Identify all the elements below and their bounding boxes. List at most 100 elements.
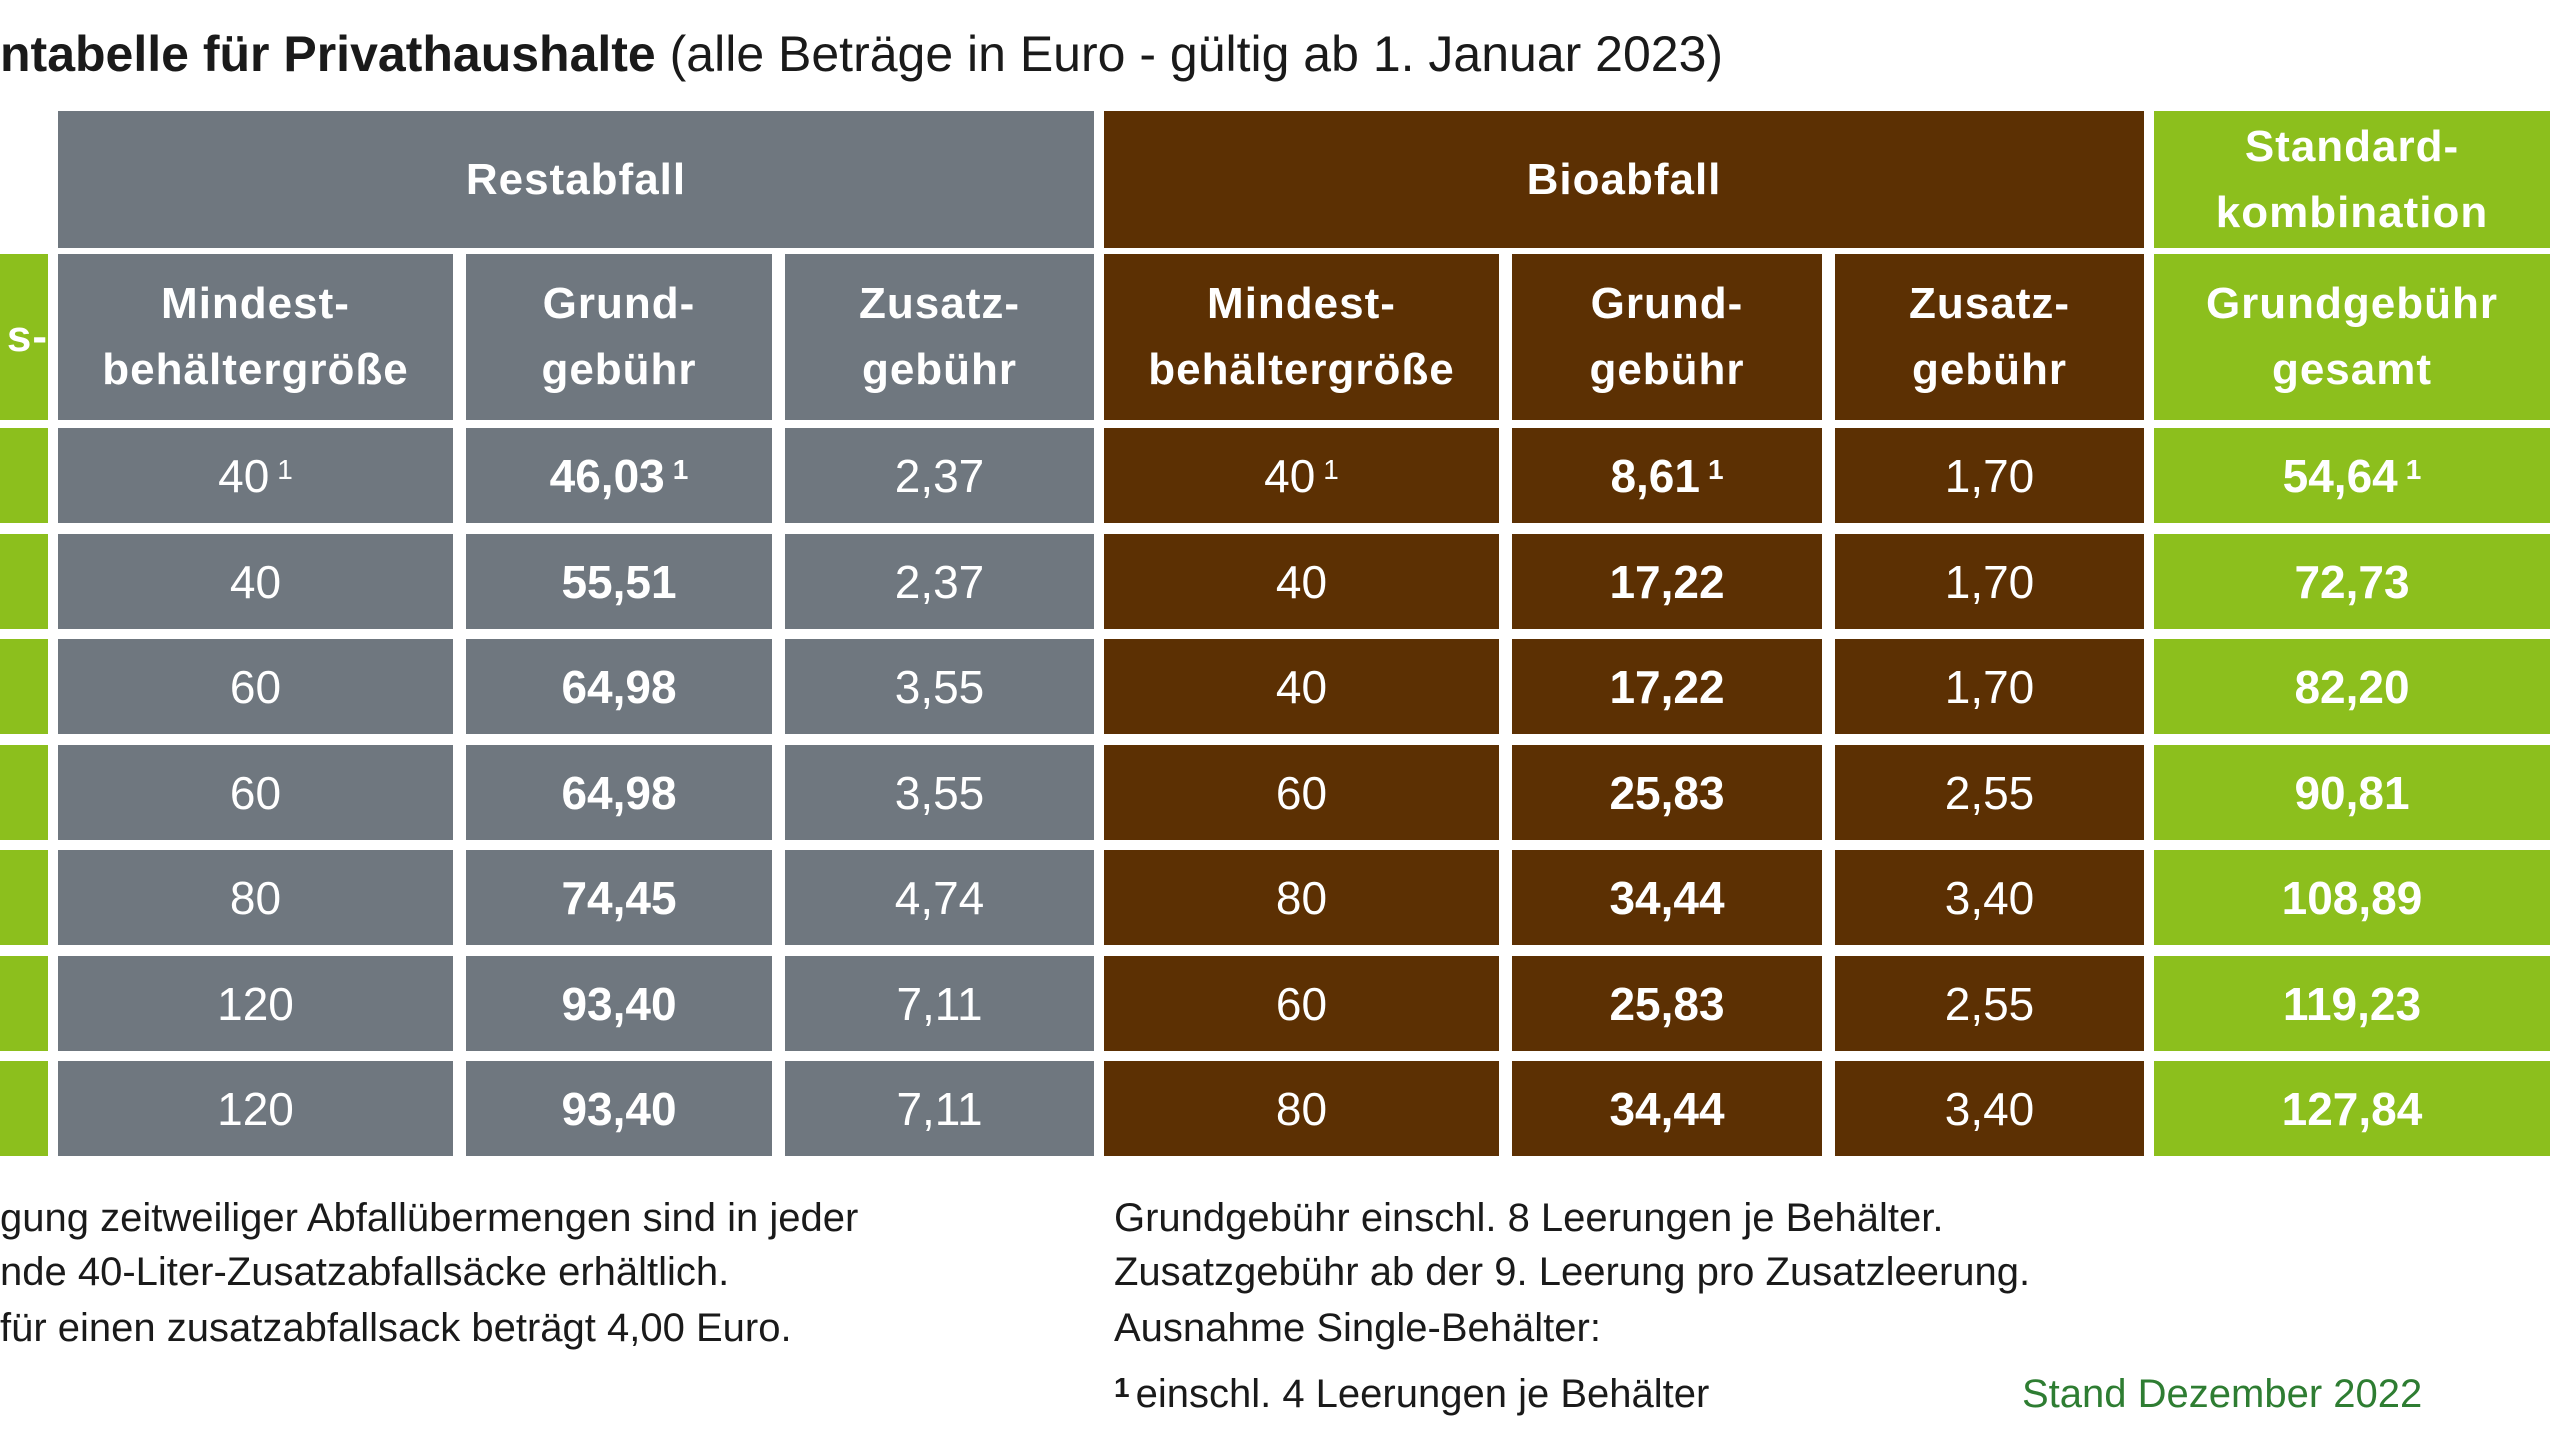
bioabfall-header: Bioabfall — [1104, 111, 2144, 248]
note-left-2: nde 40-Liter-Zusatzabfallsäcke erhältlic… — [0, 1250, 730, 1294]
cell-value: 64,98 — [561, 766, 677, 819]
footnote-marker: 1 — [1707, 453, 1724, 485]
bio-min-header: Mindest- behältergröße — [1104, 254, 1499, 420]
title-bold: ntabelle für Privathaushalte — [0, 26, 656, 82]
cell-value: 93,40 — [561, 1082, 677, 1135]
cell-bio-grund: 25,83 — [1512, 956, 1822, 1051]
cell-value: 3,55 — [894, 766, 985, 819]
cell-value: 34,44 — [1609, 1082, 1725, 1135]
cell-rest-zus: 3,55 — [785, 639, 1094, 734]
cell-std: 108,89 — [2154, 850, 2550, 945]
bio-grund-line2: gebühr — [1589, 345, 1745, 394]
cell-std: 127,84 — [2154, 1061, 2550, 1156]
cell-bio-zus: 2,55 — [1835, 956, 2144, 1051]
cell-value: 55,51 — [561, 555, 677, 608]
cell-value: 108,89 — [2281, 871, 2423, 924]
note-left-1: gung zeitweiliger Abfallübermengen sind … — [0, 1196, 859, 1240]
bio-min-line2: behältergröße — [1148, 345, 1455, 394]
cell-bio-min: 60 — [1104, 956, 1499, 1051]
cell-bio-min: 80 — [1104, 1061, 1499, 1156]
cell-rest-zus: 3,55 — [785, 745, 1094, 840]
cell-value: 80 — [1275, 1082, 1328, 1135]
stand-date: Stand Dezember 2022 — [2022, 1372, 2423, 1416]
left-partial-cell — [0, 534, 48, 629]
cell-std: 90,81 — [2154, 745, 2550, 840]
cell-bio-grund: 25,83 — [1512, 745, 1822, 840]
note-right-3: Ausnahme Single-Behälter: — [1114, 1306, 1601, 1350]
cell-value: 64,98 — [561, 660, 677, 713]
footnote-marker: 1 — [2405, 453, 2422, 485]
cell-value: 60 — [1275, 766, 1328, 819]
cell-bio-min: 40 — [1104, 639, 1499, 734]
rest-zus-header: Zusatz- gebühr — [785, 254, 1094, 420]
rest-grund-line2: gebühr — [541, 345, 697, 394]
std-line1: Grundgebühr — [2205, 279, 2499, 328]
cell-value: 40 — [1264, 449, 1316, 502]
left-partial-column-header: s- — [0, 254, 48, 420]
footnote-marker: 1 — [672, 453, 689, 485]
cell-rest-min: 80 — [58, 850, 453, 945]
restabfall-label: Restabfall — [465, 154, 687, 204]
cell-bio-zus: 1,70 — [1835, 639, 2144, 734]
rest-grund-header: Grund- gebühr — [466, 254, 772, 420]
cell-value: 60 — [229, 766, 282, 819]
cell-value: 40 — [1275, 555, 1328, 608]
cell-rest-zus: 2,37 — [785, 428, 1094, 523]
cell-rest-min: 120 — [58, 1061, 453, 1156]
cell-rest-grund: 46,03 1 — [466, 428, 772, 523]
page-title: ntabelle für Privathaushalte (alle Beträ… — [0, 24, 1723, 84]
cell-value: 3,55 — [894, 660, 985, 713]
left-partial-cell — [0, 956, 48, 1051]
cell-bio-grund: 34,44 — [1512, 1061, 1822, 1156]
left-partial-cell — [0, 850, 48, 945]
cell-value: 40 — [218, 449, 270, 502]
cell-std: 119,23 — [2154, 956, 2550, 1051]
cell-std: 54,64 1 — [2154, 428, 2550, 523]
bio-min-line1: Mindest- — [1207, 279, 1396, 328]
cell-bio-min: 40 — [1104, 534, 1499, 629]
cell-rest-min: 120 — [58, 956, 453, 1051]
standardkombination-header: Standard- kombination — [2154, 111, 2550, 248]
cell-bio-min: 80 — [1104, 850, 1499, 945]
cell-rest-grund: 64,98 — [466, 745, 772, 840]
cell-value: 120 — [217, 1082, 294, 1135]
cell-rest-grund: 74,45 — [466, 850, 772, 945]
cell-value: 40 — [1275, 660, 1328, 713]
cell-value: 7,11 — [896, 977, 983, 1030]
rest-min-line2: behältergröße — [102, 345, 409, 394]
cell-value: 17,22 — [1609, 660, 1725, 713]
bio-zus-line1: Zusatz- — [1909, 279, 2070, 328]
rest-min-header: Mindest- behältergröße — [58, 254, 453, 420]
cell-value: 54,64 — [2282, 449, 2398, 502]
cell-rest-grund: 55,51 — [466, 534, 772, 629]
cell-value: 72,73 — [2294, 555, 2410, 608]
cell-value: 8,61 — [1610, 449, 1700, 502]
note-right-1: Grundgebühr einschl. 8 Leerungen je Behä… — [1114, 1196, 1944, 1240]
cell-value: 60 — [1275, 977, 1328, 1030]
cell-bio-grund: 8,61 1 — [1512, 428, 1822, 523]
cell-value: 25,83 — [1609, 977, 1725, 1030]
cell-value: 25,83 — [1609, 766, 1725, 819]
cell-bio-zus: 1,70 — [1835, 428, 2144, 523]
cell-value: 40 — [229, 555, 282, 608]
cell-value: 7,11 — [896, 1082, 983, 1135]
cell-value: 80 — [229, 871, 282, 924]
std-header: Grundgebühr gesamt — [2154, 254, 2550, 420]
footnote-text: einschl. 4 Leerungen je Behälter — [1135, 1372, 1710, 1416]
bio-grund-line1: Grund- — [1590, 279, 1744, 328]
cell-value: 34,44 — [1609, 871, 1725, 924]
footnote: 1 einschl. 4 Leerungen je Behälter — [1114, 1366, 1709, 1422]
cell-bio-zus: 3,40 — [1835, 850, 2144, 945]
cell-rest-grund: 93,40 — [466, 956, 772, 1051]
bio-grund-header: Grund- gebühr — [1512, 254, 1822, 420]
bio-zus-header: Zusatz- gebühr — [1835, 254, 2144, 420]
cell-value: 17,22 — [1609, 555, 1725, 608]
cell-rest-min: 60 — [58, 745, 453, 840]
cell-value: 90,81 — [2294, 766, 2410, 819]
cell-rest-min: 60 — [58, 639, 453, 734]
cell-value: 1,70 — [1944, 660, 2035, 713]
bioabfall-label: Bioabfall — [1526, 154, 1722, 204]
cell-bio-zus: 1,70 — [1835, 534, 2144, 629]
left-partial-label: s- — [6, 312, 48, 361]
cell-std: 82,20 — [2154, 639, 2550, 734]
